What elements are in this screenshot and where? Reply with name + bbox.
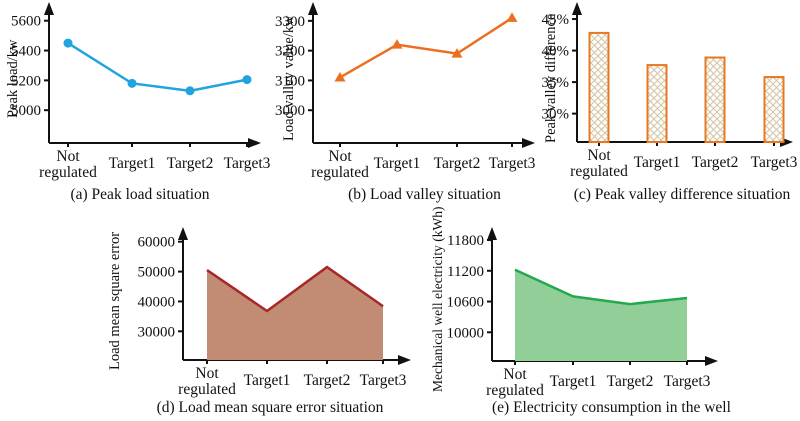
bar [588, 31, 610, 143]
x-category-label: Target3 [223, 155, 271, 172]
y-tick-label: 30000 [138, 324, 176, 340]
y-tick-label: 5000 [11, 103, 41, 119]
x-category-label: Target3 [359, 372, 407, 389]
y-tick-label: 10600 [447, 295, 485, 311]
y-axis-arrow-icon [572, 2, 582, 15]
bar [646, 64, 668, 143]
chart-canvas: 30% 35% 40% 45% [542, 2, 793, 147]
data-line [67, 42, 248, 93]
y-tick-label: 11200 [447, 264, 484, 280]
chart-caption: (e) Electricity consumption in the well [492, 399, 731, 416]
bar [763, 76, 785, 143]
bar [704, 56, 726, 143]
x-axis-arrow-icon [705, 356, 718, 366]
data-point [334, 71, 346, 82]
x-category-label: Target1 [108, 155, 156, 172]
x-category-label: Not regulated [39, 148, 97, 181]
data-point [506, 12, 518, 22]
y-tick-label: 3100 [275, 73, 305, 89]
chart-peak-valley-difference: Peak valley difference (c) Peak valley d… [542, 0, 800, 212]
x-category-label: Target2 [166, 155, 214, 172]
y-tick-label: 10000 [447, 325, 485, 341]
x-axis-arrow-icon [398, 355, 411, 365]
data-point [185, 86, 195, 96]
data-line [339, 16, 513, 79]
x-category-label: Target3 [488, 155, 536, 172]
y-tick-label: 3300 [275, 14, 305, 30]
y-tick-label: 45% [542, 12, 570, 28]
x-category-label: Target2 [303, 372, 351, 389]
data-point [63, 38, 73, 48]
chart-caption: (c) Peak valley difference situation [573, 186, 791, 203]
y-tick-label: 50000 [138, 265, 176, 281]
chart-canvas: 3000 3100 3200 3300 [275, 2, 535, 148]
chart-load-valley: Load valley value/kw (b) Load valley sit… [270, 0, 542, 212]
x-category-label: Target2 [433, 155, 481, 172]
x-category-label: Target1 [633, 154, 681, 171]
y-tick-label: 3000 [275, 103, 305, 119]
y-axis-arrow-icon [178, 227, 188, 240]
x-category-label: Target3 [663, 373, 711, 390]
data-point [451, 48, 463, 58]
chart-load-mean-square-error: Load mean square error (d) Load mean squ… [100, 211, 422, 421]
x-category-label: Target2 [606, 373, 654, 390]
x-axis-arrow-icon [248, 138, 261, 148]
y-axis-arrow-icon [44, 2, 54, 15]
x-category-label: Target2 [691, 154, 739, 171]
y-tick-label: 5400 [11, 44, 41, 60]
data-point [242, 75, 252, 85]
chart-canvas: 10000 10600 11200 11800 [447, 227, 718, 366]
x-category-label: Not regulated [486, 366, 544, 399]
x-category-label: Target1 [243, 372, 291, 389]
chart-caption: (a) Peak load situation [70, 186, 210, 203]
y-tick-label: 40% [542, 44, 570, 60]
data-point [391, 39, 403, 49]
chart-canvas: 5000 5200 5400 5600 [11, 2, 261, 148]
area-line [206, 265, 384, 313]
x-category-label: Not regulated [311, 148, 369, 181]
y-tick-label: 5200 [11, 73, 41, 89]
y-tick-label: 35% [542, 75, 570, 91]
x-category-label: Not regulated [570, 147, 628, 180]
chart-canvas: 30000 40000 50000 60000 [138, 227, 411, 365]
y-tick-label: 30% [542, 107, 570, 123]
area-fill [207, 267, 383, 360]
chart-well-electricity: Mechanical well electricity (kWh) (e) El… [425, 206, 800, 421]
y-tick-label: 60000 [138, 235, 176, 251]
y-axis-arrow-icon [308, 2, 318, 15]
y-axis-arrow-icon [487, 227, 497, 240]
area-fill [515, 269, 687, 361]
chart-peak-load: Peak load/kw (a) Peak load situation 500… [0, 0, 270, 212]
y-tick-label: 11800 [447, 233, 484, 249]
x-category-label: Target3 [750, 154, 798, 171]
y-tick-label: 5600 [11, 14, 41, 30]
data-point [127, 78, 137, 88]
x-category-label: Not regulated [178, 365, 236, 398]
y-tick-label: 40000 [138, 294, 176, 310]
x-axis-arrow-icon [522, 138, 535, 148]
x-category-label: Target1 [373, 155, 421, 172]
y-tick-label: 3200 [275, 44, 305, 60]
chart-caption: (d) Load mean square error situation [156, 399, 384, 416]
area-line [514, 268, 688, 306]
chart-caption: (b) Load valley situation [348, 186, 501, 203]
x-category-label: Target1 [549, 373, 597, 390]
